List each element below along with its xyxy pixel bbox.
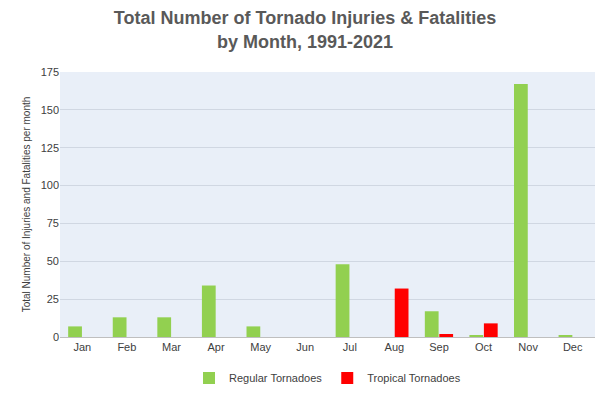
svg-text:Dec: Dec	[563, 341, 583, 353]
svg-text:Nov: Nov	[518, 341, 538, 353]
svg-text:Jan: Jan	[73, 341, 91, 353]
svg-text:100: 100	[41, 179, 59, 191]
svg-text:Sep: Sep	[429, 341, 449, 353]
svg-text:Oct: Oct	[475, 341, 492, 353]
svg-text:Feb: Feb	[117, 341, 136, 353]
svg-text:Regular Tornadoes: Regular Tornadoes	[229, 372, 322, 384]
svg-text:Jul: Jul	[343, 341, 357, 353]
svg-text:Apr: Apr	[207, 341, 224, 353]
svg-text:0: 0	[53, 331, 59, 343]
svg-text:May: May	[250, 341, 271, 353]
svg-text:Aug: Aug	[385, 341, 405, 353]
svg-text:Jun: Jun	[296, 341, 314, 353]
svg-text:50: 50	[47, 255, 59, 267]
svg-text:75: 75	[47, 217, 59, 229]
svg-text:175: 175	[41, 66, 59, 78]
svg-text:125: 125	[41, 142, 59, 154]
svg-text:150: 150	[41, 104, 59, 116]
svg-text:Mar: Mar	[162, 341, 181, 353]
svg-text:Total Number of Tornado Injuri: Total Number of Tornado Injuries & Fatal…	[114, 8, 496, 51]
svg-text:Total Number of Injuries and F: Total Number of Injuries and Fatalities …	[21, 97, 32, 313]
svg-text:25: 25	[47, 293, 59, 305]
svg-text:Tropical Tornadoes: Tropical Tornadoes	[367, 372, 460, 384]
